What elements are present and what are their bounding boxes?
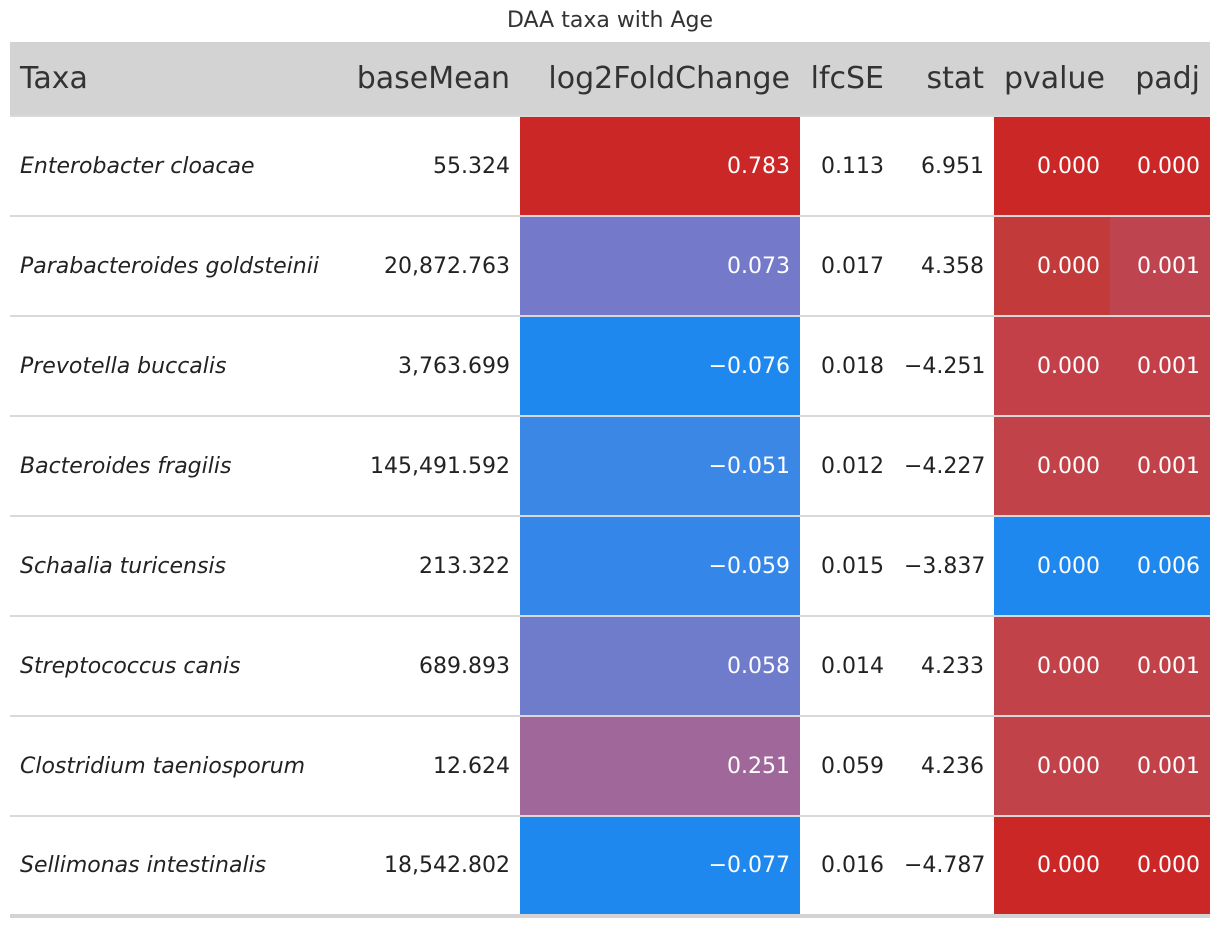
cell-stat: 4.358 (921, 253, 984, 279)
daa-table: Taxa baseMean log2FoldChange lfcSE stat … (10, 42, 1210, 918)
cell-pvalue: 0.000 (994, 516, 1110, 616)
cell-pvalue: 0.000 (994, 216, 1110, 316)
cell-taxa: Streptococcus canis (20, 653, 241, 679)
table-row: Sellimonas intestinalis 18,542.802 −0.077 0… (10, 816, 1210, 916)
cell-basemean: 20,872.763 (384, 253, 510, 279)
table-title: DAA taxa with Age (506, 8, 714, 33)
cell-stat: −4.251 (904, 353, 986, 379)
cell-log2foldchange: −0.076 (520, 316, 800, 416)
cell-padj: 0.001 (1110, 416, 1210, 516)
table-row: Streptococcus canis 689.893 0.058 0.014 4.23… (10, 616, 1210, 716)
cell-padj: 0.001 (1110, 616, 1210, 716)
table-row: Schaalia turicensis 213.322 −0.059 0.015 −3.… (10, 516, 1210, 616)
cell-lfcse: 0.016 (821, 853, 884, 878)
header-stat: stat (926, 61, 984, 96)
cell-lfcse: 0.017 (821, 253, 884, 279)
header-lfcse: lfcSE (810, 61, 884, 96)
table-body: Enterobacter cloacae 55.324 0.783 0.113 6.95… (10, 116, 1210, 916)
cell-lfcse: 0.014 (821, 653, 884, 679)
cell-log2foldchange: 0.073 (520, 216, 800, 316)
header-basemean: baseMean (356, 61, 510, 96)
cell-basemean: 12.624 (433, 753, 510, 779)
cell-basemean: 145,491.592 (370, 453, 510, 479)
cell-log2foldchange: −0.077 (520, 816, 800, 916)
table-row: Prevotella buccalis 3,763.699 −0.076 0.018−… (10, 316, 1210, 416)
header-padj: padj (1135, 61, 1200, 96)
table-row: Enterobacter cloacae 55.324 0.783 0.113 6.95… (10, 116, 1210, 216)
cell-padj: 0.006 (1110, 516, 1210, 616)
cell-basemean: 18,542.802 (384, 853, 510, 878)
table-row: Parabacteroides goldsteinii 20,872.763 0.0… (10, 216, 1210, 316)
cell-padj: 0.000 (1110, 116, 1210, 216)
header-pvalue: pvalue (1004, 61, 1105, 96)
cell-stat: 4.233 (921, 653, 984, 679)
cell-taxa: Clostridium taeniosporum (20, 753, 306, 779)
cell-basemean: 213.322 (419, 553, 510, 579)
cell-lfcse: 0.018 (821, 353, 884, 379)
cell-basemean: 689.893 (419, 653, 510, 679)
cell-stat: −4.787 (904, 853, 986, 878)
cell-stat: −4.227 (904, 453, 986, 479)
cell-stat: −3.837 (904, 553, 986, 579)
cell-lfcse: 0.012 (821, 453, 884, 479)
cell-log2foldchange: −0.051 (520, 416, 800, 516)
cell-taxa: Sellimonas intestinalis (20, 853, 267, 878)
cell-pvalue: 0.000 (994, 816, 1110, 916)
header-log2foldchange: log2FoldChange (548, 61, 790, 96)
cell-stat: 6.951 (921, 153, 984, 179)
cell-lfcse: 0.059 (821, 753, 884, 779)
cell-taxa: Schaalia turicensis (20, 553, 227, 579)
cell-taxa: Bacteroides fragilis (20, 453, 232, 479)
cell-pvalue: 0.000 (994, 316, 1110, 416)
cell-padj: 0.001 (1110, 316, 1210, 416)
cell-log2foldchange: −0.059 (520, 516, 800, 616)
cell-log2foldchange: 0.251 (520, 716, 800, 816)
cell-lfcse: 0.015 (821, 553, 884, 579)
cell-basemean: 55.324 (433, 153, 510, 179)
cell-basemean: 3,763.699 (398, 353, 510, 379)
cell-lfcse: 0.113 (821, 153, 884, 179)
cell-stat: 4.236 (921, 753, 984, 779)
cell-taxa: Enterobacter cloacae (20, 153, 255, 179)
cell-padj: 0.000 (1110, 816, 1210, 916)
table-row: Bacteroides fragilis 145,491.592 −0.051 0.0… (10, 416, 1210, 516)
header-row: Taxa baseMean log2FoldChange lfcSE stat … (10, 42, 1210, 116)
cell-padj: 0.001 (1110, 216, 1210, 316)
cell-pvalue: 0.000 (994, 116, 1110, 216)
cell-pvalue: 0.000 (994, 416, 1110, 516)
cell-pvalue: 0.000 (994, 616, 1110, 716)
cell-padj: 0.001 (1110, 716, 1210, 816)
cell-log2foldchange: 0.058 (520, 616, 800, 716)
cell-log2foldchange: 0.783 (520, 116, 800, 216)
cell-taxa: Prevotella buccalis (20, 353, 227, 379)
table-row: Clostridium taeniosporum 12.624 0.251 0.059… (10, 716, 1210, 816)
cell-taxa: Parabacteroides goldsteinii (20, 253, 319, 279)
header-taxa: Taxa (20, 61, 88, 96)
cell-pvalue: 0.000 (994, 716, 1110, 816)
